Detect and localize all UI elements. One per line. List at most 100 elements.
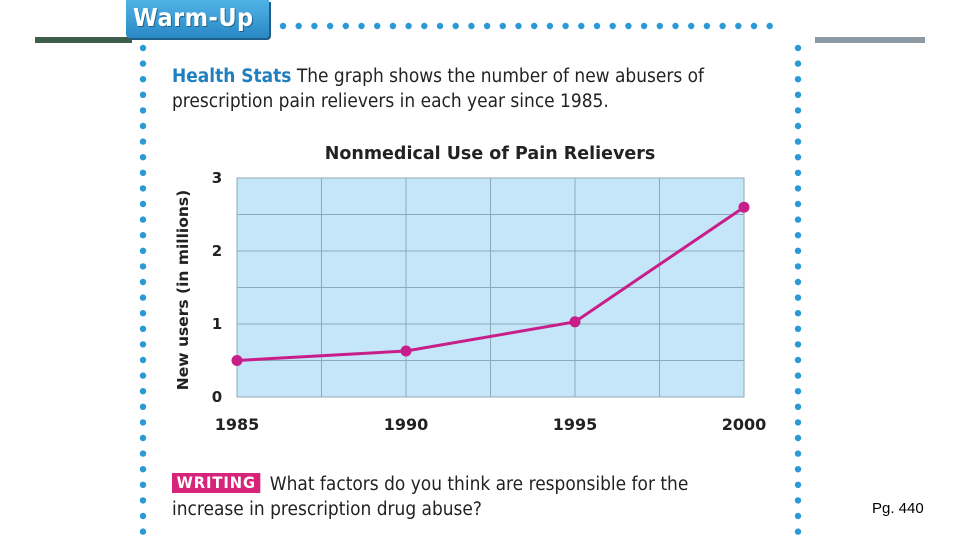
border-dot	[794, 419, 802, 426]
border-dot	[794, 356, 802, 364]
border-dot	[311, 22, 318, 30]
border-dot	[794, 44, 802, 52]
border-dot	[531, 22, 538, 30]
border-dot	[139, 325, 147, 332]
border-dot	[794, 122, 802, 130]
border-dot	[794, 310, 802, 317]
page-number: Pg. 440	[872, 500, 924, 517]
border-dot	[139, 512, 147, 520]
border-dot	[750, 22, 758, 30]
border-dot	[139, 107, 147, 114]
border-dot	[640, 22, 648, 30]
border-dot	[139, 403, 147, 410]
border-dot	[609, 22, 616, 30]
border-dot	[139, 341, 147, 348]
x-tick-label: 2000	[722, 415, 767, 434]
writing-text: What factors do you think are responsibl…	[172, 474, 689, 520]
slide-accent-bar-left	[35, 37, 132, 43]
border-dot	[703, 22, 711, 30]
border-dot	[794, 60, 802, 67]
border-dot	[656, 22, 663, 30]
border-dot	[794, 388, 802, 395]
y-axis-label: New users (in millions)	[174, 190, 192, 390]
border-dot	[562, 22, 569, 30]
border-dot	[794, 528, 802, 535]
warmup-label: Warm-Up	[133, 3, 254, 32]
border-dot	[342, 22, 349, 30]
border-dot	[139, 232, 147, 239]
border-dot	[794, 325, 802, 332]
border-dot	[421, 22, 428, 30]
border-dot	[139, 216, 147, 223]
border-dot	[139, 419, 147, 426]
border-dot	[139, 122, 147, 130]
border-dot	[139, 434, 147, 442]
intro-text: The graph shows the number of new abuser…	[172, 66, 705, 112]
border-dot	[794, 372, 802, 379]
border-dot	[139, 185, 147, 192]
border-dot	[139, 247, 147, 254]
border-dot	[139, 200, 147, 208]
border-dot	[139, 450, 147, 457]
border-dot	[139, 60, 147, 67]
border-dot	[794, 107, 802, 114]
border-dot	[374, 22, 381, 30]
border-dot	[468, 22, 475, 30]
border-dot	[794, 247, 802, 254]
y-tick-label: 1	[212, 315, 222, 333]
border-dot	[326, 22, 334, 30]
border-dot	[139, 76, 147, 83]
border-dot	[794, 294, 802, 301]
border-dot	[139, 388, 147, 395]
border-dot	[279, 22, 287, 30]
border-dot	[483, 22, 491, 30]
intro-lead: Health Stats	[172, 66, 292, 87]
border-dot	[139, 372, 147, 379]
border-dot	[625, 22, 632, 30]
border-dot	[139, 356, 147, 364]
border-dot	[139, 263, 147, 270]
border-dot	[794, 76, 802, 83]
border-dot	[794, 232, 802, 239]
data-point	[400, 345, 412, 357]
border-dot	[139, 138, 147, 145]
y-tick-label: 3	[212, 169, 222, 187]
border-dot	[794, 466, 802, 473]
border-dot	[794, 216, 802, 223]
border-dot	[139, 91, 147, 99]
border-dot	[794, 138, 802, 145]
border-dot	[405, 22, 412, 30]
border-dot	[139, 497, 147, 504]
border-dot	[139, 154, 147, 161]
border-dot	[794, 185, 802, 192]
intro-paragraph: Health Stats The graph shows the number …	[172, 64, 724, 114]
slide-accent-bar-right	[815, 37, 925, 43]
x-tick-label: 1985	[215, 415, 260, 434]
border-dot	[389, 22, 397, 30]
border-dot	[719, 22, 726, 30]
border-dot	[794, 169, 802, 176]
y-tick-label: 0	[212, 388, 222, 406]
series-line	[236, 205, 745, 362]
border-dot	[794, 278, 802, 286]
border-dot	[672, 22, 679, 30]
border-dot	[436, 22, 444, 30]
writing-prompt: WRITING What factors do you think are res…	[172, 472, 724, 522]
chart-title: Nonmedical Use of Pain Relievers	[325, 144, 656, 164]
border-dot	[139, 169, 147, 176]
border-dot	[139, 481, 147, 488]
border-dot	[295, 22, 302, 30]
border-dot	[794, 481, 802, 488]
border-dot	[578, 22, 585, 30]
border-dot	[139, 294, 147, 301]
border-dot	[546, 22, 554, 30]
border-dot	[139, 466, 147, 473]
border-dot	[139, 278, 147, 286]
writing-badge: WRITING	[172, 473, 261, 493]
border-dot	[794, 341, 802, 348]
border-dot	[766, 22, 773, 30]
data-point	[738, 201, 750, 213]
border-dot	[452, 22, 459, 30]
